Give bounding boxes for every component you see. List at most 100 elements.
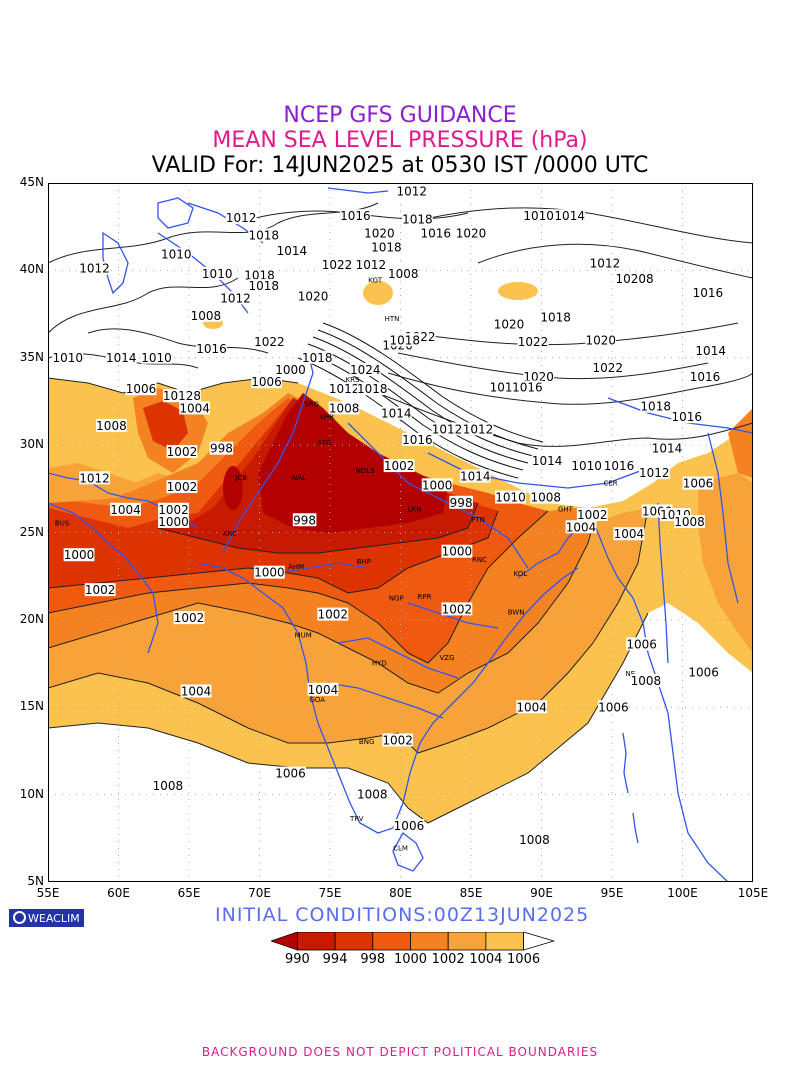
city-label: KRC	[223, 530, 237, 538]
lon-tick-label: 60E	[107, 886, 130, 900]
lat-tick-label: 15N	[19, 699, 44, 714]
lon-tick-label: 105E	[737, 886, 769, 900]
river-ganga	[347, 422, 529, 569]
isobar-label-bg	[356, 787, 388, 801]
map-subtitle: MEAN SEA LEVEL PRESSURE (hPa)	[212, 128, 588, 153]
isobar-label: 1004	[565, 520, 597, 534]
isobar-label-bg	[431, 422, 463, 436]
shade-tarim-1	[363, 281, 393, 305]
river-mahanadi	[407, 602, 499, 629]
isobar-label-text: 1014	[532, 454, 563, 468]
isobar-label: 1008	[328, 401, 360, 415]
lat-tick-label: 30N	[19, 437, 44, 452]
isobar-label-bg	[52, 350, 84, 364]
isobar-label-text: 1008	[388, 267, 419, 281]
isobar-label-bg	[158, 502, 189, 516]
isobar-label-text: 1012	[397, 185, 428, 199]
isobar-label: 1016	[603, 459, 635, 473]
andaman-islands	[622, 732, 629, 794]
isobar-label-text: 1000	[422, 478, 453, 492]
isobar-label-text: 998	[210, 442, 233, 456]
isobar-label: 1014	[459, 469, 491, 484]
isobar-998	[157, 502, 479, 554]
isobar-label-bg	[640, 399, 672, 413]
coast-caspian	[102, 231, 129, 295]
isobar-label-text: 1004	[614, 527, 645, 541]
isobar-label: 1016	[420, 226, 452, 241]
map-title: NCEP GFS GUIDANCE	[283, 103, 517, 128]
isobar-label: 1016	[692, 286, 724, 300]
isobar-label-text: 10208	[615, 272, 653, 286]
city-label: GOA	[310, 696, 326, 704]
isobar-label-text: 1006	[251, 375, 282, 389]
city-label: RNC	[472, 556, 487, 564]
legend-level-label: 1004	[469, 952, 503, 967]
river-irrawaddy	[657, 502, 669, 664]
logo-text: WEACLIM	[28, 912, 80, 925]
isobar-label-bg	[63, 548, 95, 562]
isobar-label-bg	[402, 212, 433, 226]
isobar-label-text: 1012	[356, 258, 387, 272]
isobar-label-text: 1004	[179, 401, 210, 415]
isobar-label-bg	[459, 469, 491, 483]
isobar-label-bg	[402, 432, 433, 446]
isobar-label-bg	[251, 375, 282, 389]
isobar-label: 1012	[79, 471, 110, 485]
isobar-label-bg	[576, 508, 608, 522]
isobar-label-bg	[540, 310, 571, 324]
isobar-label-bg	[166, 445, 198, 459]
isobar-label: 1008	[674, 515, 705, 529]
isobar-1018-tibet	[397, 352, 709, 380]
isobar-label-text: 1004	[308, 683, 339, 697]
isobar-label: 1022	[517, 335, 549, 349]
isobar-label-bg	[441, 544, 473, 558]
isobar-label-bg	[389, 333, 421, 347]
isobar-label-text: 1018	[248, 279, 279, 293]
city-label: HYD	[372, 659, 387, 667]
map-frame	[48, 183, 753, 882]
isobar-label-bg	[79, 471, 110, 485]
isobar-label-text: 1010	[52, 351, 83, 365]
isobar-label: 1018	[301, 350, 333, 365]
isobar-label: 1006	[275, 766, 306, 781]
isobar-label-text: 1012	[639, 466, 670, 480]
isobar-label: 1002	[383, 459, 415, 473]
isobar-label-text: 1010	[571, 459, 602, 473]
isobar-label-bg	[180, 684, 212, 698]
isobar-label-text: 1008	[674, 515, 705, 529]
isobar-label-bg	[307, 682, 339, 696]
isobar-label-bg	[603, 459, 635, 473]
isobar-1002	[48, 510, 549, 664]
isobar-label: 1008	[190, 308, 222, 323]
isobar-label: 1018	[389, 333, 421, 347]
isobar-label-bg	[493, 317, 525, 331]
city-label: KGT	[368, 277, 383, 285]
isobar-label-bg	[689, 369, 721, 383]
legend-level-label: 1000	[393, 952, 428, 967]
legend-swatch-high	[523, 932, 556, 951]
isobar-label-bg	[371, 240, 402, 254]
isobar-label-text: 1002	[85, 583, 116, 597]
isobar-label-bg	[275, 362, 306, 376]
city-label: NE	[625, 670, 635, 678]
isobar-label: 1010	[523, 209, 555, 223]
coast-arabia	[48, 502, 159, 654]
isobar-label-text: 1022	[518, 335, 549, 349]
city-label: SRG	[304, 401, 319, 409]
isobar-label: 1012	[79, 261, 110, 276]
isobar-label-bg	[292, 513, 317, 527]
isobar-label: 1012	[328, 382, 360, 396]
isobar-label: 1000	[275, 362, 306, 377]
isobar-label: 1008	[356, 787, 388, 802]
isobar-label-text: 10128	[163, 389, 201, 403]
isobar-label-bg	[671, 410, 703, 424]
legend-level-label: 994	[322, 952, 348, 967]
city-label: KOL	[514, 570, 528, 578]
isobar-label-bg	[301, 350, 333, 364]
isobar-label-bg	[421, 478, 453, 492]
isobar-label-text: 1006	[394, 819, 425, 833]
isobar-label-text: 1024	[350, 363, 381, 377]
city-label: CER	[603, 479, 617, 487]
isobar-label-text: 1008	[631, 674, 662, 688]
